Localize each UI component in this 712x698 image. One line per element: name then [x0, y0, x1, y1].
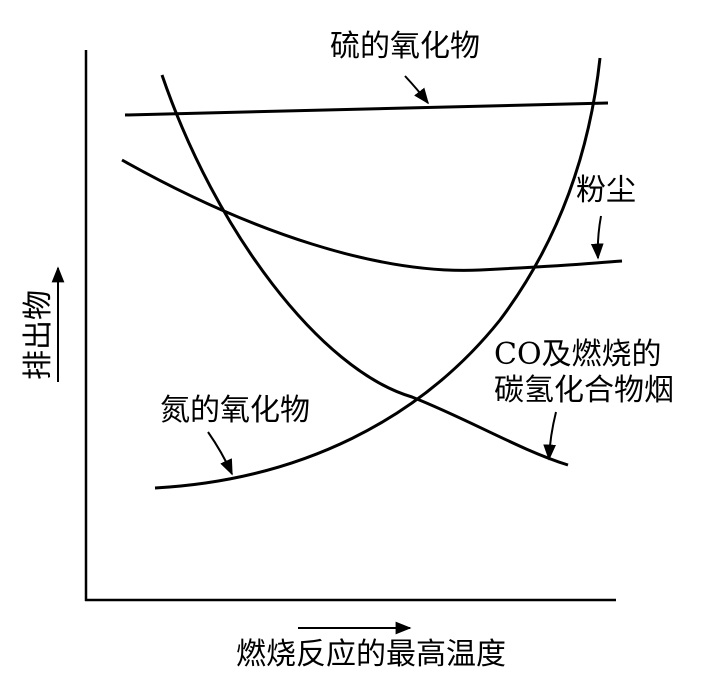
- co-label: 碳氢化合物烟: [494, 373, 674, 408]
- nitrogen-oxides-curve: [154, 57, 602, 490]
- sulfur-oxides-label: 硫的氧化物: [330, 29, 480, 64]
- dust-label: 粉尘: [576, 173, 636, 208]
- co-curve: [160, 74, 569, 467]
- y-axis-label: 排出物: [21, 290, 56, 380]
- co-label: CO及燃烧的: [494, 337, 662, 372]
- axes: [84, 50, 616, 602]
- arrow: [404, 75, 429, 105]
- nitrogen-oxides-label: 氮的氧化物: [160, 393, 310, 428]
- sulfur-oxides-curve: [124, 101, 609, 117]
- x-axis-label: 燃烧反应的最高温度: [236, 637, 506, 672]
- dust-curve: [121, 158, 623, 272]
- arrow: [543, 411, 557, 461]
- arrow: [207, 431, 233, 476]
- arrow: [590, 215, 604, 260]
